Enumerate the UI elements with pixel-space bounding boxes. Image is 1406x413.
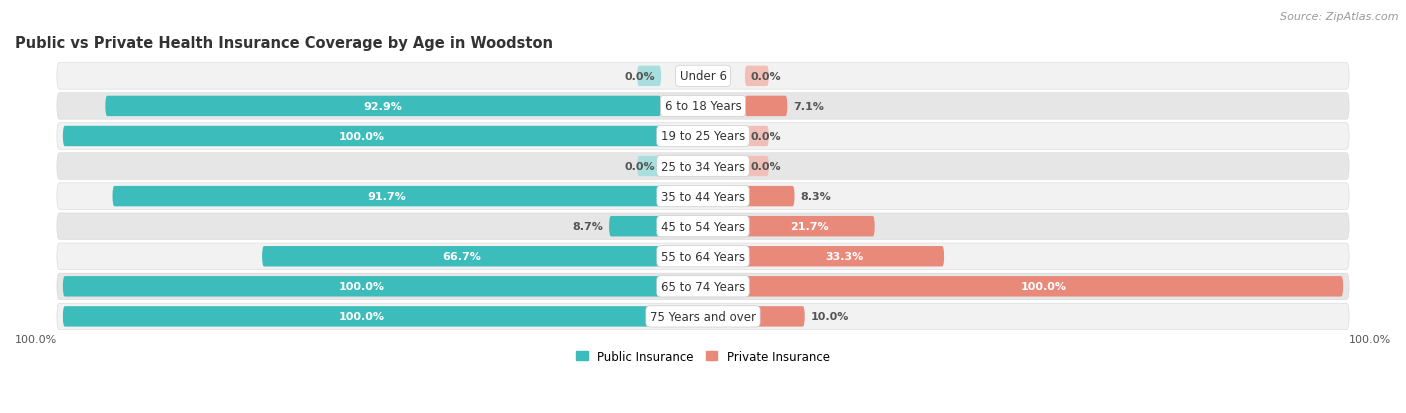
Text: 10.0%: 10.0% (811, 312, 849, 322)
FancyBboxPatch shape (637, 66, 661, 87)
Text: 8.3%: 8.3% (800, 192, 831, 202)
Text: Public vs Private Health Insurance Coverage by Age in Woodston: Public vs Private Health Insurance Cover… (15, 36, 553, 50)
Text: 65 to 74 Years: 65 to 74 Years (661, 280, 745, 293)
FancyBboxPatch shape (112, 186, 661, 207)
Text: 21.7%: 21.7% (790, 222, 830, 232)
FancyBboxPatch shape (745, 276, 1343, 297)
FancyBboxPatch shape (745, 157, 769, 177)
Text: 0.0%: 0.0% (751, 72, 782, 82)
Text: 100.0%: 100.0% (1348, 335, 1391, 344)
FancyBboxPatch shape (105, 97, 661, 117)
Text: 0.0%: 0.0% (751, 132, 782, 142)
FancyBboxPatch shape (56, 243, 1350, 270)
Text: 8.7%: 8.7% (572, 222, 603, 232)
FancyBboxPatch shape (56, 214, 1350, 240)
FancyBboxPatch shape (745, 66, 769, 87)
Text: 6 to 18 Years: 6 to 18 Years (665, 100, 741, 113)
Text: Source: ZipAtlas.com: Source: ZipAtlas.com (1281, 12, 1399, 22)
Text: 100.0%: 100.0% (339, 282, 385, 292)
Text: 92.9%: 92.9% (364, 102, 402, 112)
FancyBboxPatch shape (745, 126, 769, 147)
Text: 100.0%: 100.0% (339, 132, 385, 142)
Text: 45 to 54 Years: 45 to 54 Years (661, 220, 745, 233)
FancyBboxPatch shape (63, 276, 661, 297)
FancyBboxPatch shape (745, 97, 787, 117)
Text: 100.0%: 100.0% (1021, 282, 1067, 292)
Text: 33.3%: 33.3% (825, 252, 863, 261)
Text: 19 to 25 Years: 19 to 25 Years (661, 130, 745, 143)
Text: 55 to 64 Years: 55 to 64 Years (661, 250, 745, 263)
Text: 7.1%: 7.1% (793, 102, 824, 112)
Text: 100.0%: 100.0% (339, 312, 385, 322)
FancyBboxPatch shape (56, 304, 1350, 330)
FancyBboxPatch shape (262, 247, 661, 267)
Text: 100.0%: 100.0% (15, 335, 58, 344)
Text: 0.0%: 0.0% (751, 161, 782, 172)
FancyBboxPatch shape (745, 186, 794, 207)
Text: 35 to 44 Years: 35 to 44 Years (661, 190, 745, 203)
FancyBboxPatch shape (63, 306, 661, 327)
FancyBboxPatch shape (56, 154, 1350, 180)
FancyBboxPatch shape (56, 183, 1350, 210)
Text: 66.7%: 66.7% (441, 252, 481, 261)
FancyBboxPatch shape (745, 306, 804, 327)
Text: 0.0%: 0.0% (624, 161, 655, 172)
FancyBboxPatch shape (745, 247, 943, 267)
FancyBboxPatch shape (56, 93, 1350, 120)
Text: 91.7%: 91.7% (367, 192, 406, 202)
FancyBboxPatch shape (56, 123, 1350, 150)
Text: 0.0%: 0.0% (624, 72, 655, 82)
Legend: Public Insurance, Private Insurance: Public Insurance, Private Insurance (571, 345, 835, 368)
FancyBboxPatch shape (745, 216, 875, 237)
Text: 25 to 34 Years: 25 to 34 Years (661, 160, 745, 173)
Text: Under 6: Under 6 (679, 70, 727, 83)
FancyBboxPatch shape (609, 216, 661, 237)
FancyBboxPatch shape (56, 64, 1350, 90)
FancyBboxPatch shape (637, 157, 661, 177)
FancyBboxPatch shape (63, 126, 661, 147)
Text: 75 Years and over: 75 Years and over (650, 310, 756, 323)
FancyBboxPatch shape (56, 273, 1350, 300)
